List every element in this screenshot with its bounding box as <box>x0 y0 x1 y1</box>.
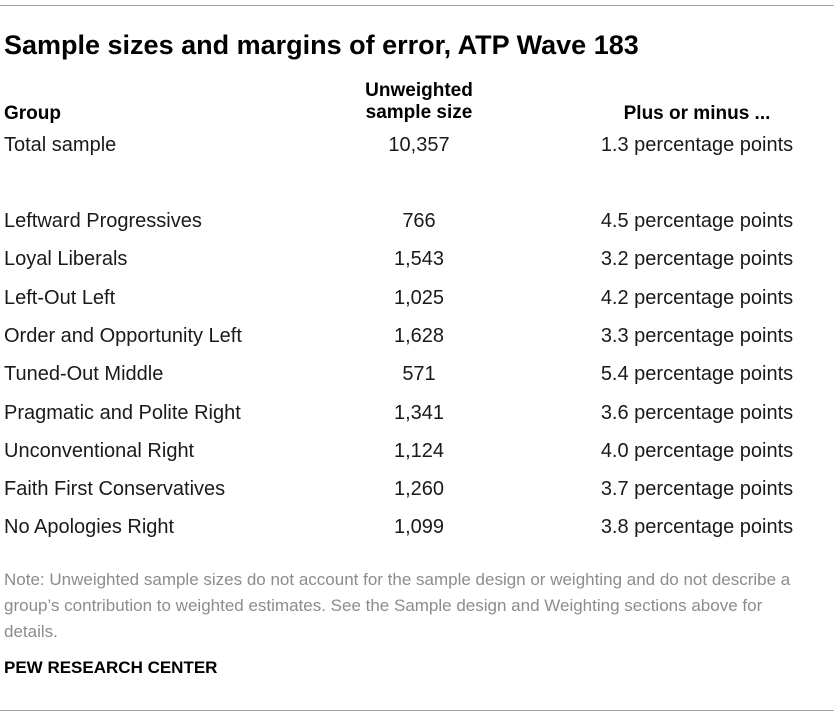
row-sample-size: 1,341 <box>393 402 445 424</box>
row-sample-size: 1,099 <box>393 516 445 538</box>
table-row: Loyal Liberals 1,543 3.2 percentage poin… <box>0 248 840 276</box>
row-margin-of-error: 3.3 percentage points <box>600 325 794 347</box>
row-margin-of-error: 3.8 percentage points <box>600 516 794 538</box>
source-label: PEW RESEARCH CENTER <box>4 658 218 677</box>
row-sample-size: 1,628 <box>393 325 445 347</box>
row-margin-of-error: 3.2 percentage points <box>600 248 794 270</box>
row-margin-of-error: 3.7 percentage points <box>600 478 794 500</box>
row-margin-of-error: 4.0 percentage points <box>600 440 794 462</box>
page-title: Sample sizes and margins of error, ATP W… <box>4 30 639 60</box>
column-header-group: Group <box>4 103 61 124</box>
row-group-label: Tuned-Out Middle <box>4 363 164 385</box>
row-sample-size: 10,357 <box>388 134 450 156</box>
row-sample-size: 571 <box>402 363 436 385</box>
row-sample-size: 1,260 <box>393 478 445 500</box>
table-row: Order and Opportunity Left 1,628 3.3 per… <box>0 325 840 353</box>
row-sample-size: 1,543 <box>393 248 445 270</box>
column-header-sample-size-line1: Unweighted <box>365 80 473 101</box>
row-group-label: Order and Opportunity Left <box>4 325 242 347</box>
table-row-total-sample: Total sample 10,357 1.3 percentage point… <box>0 134 840 162</box>
row-margin-of-error: 5.4 percentage points <box>600 363 794 385</box>
row-margin-of-error: 4.5 percentage points <box>600 210 794 232</box>
table-row: Leftward Progressives 766 4.5 percentage… <box>0 210 840 238</box>
row-group-label: Unconventional Right <box>4 440 195 462</box>
row-group-label: Leftward Progressives <box>4 210 202 232</box>
table-row: Faith First Conservatives 1,260 3.7 perc… <box>0 478 840 506</box>
table-note: Note: Unweighted sample sizes do not acc… <box>4 570 791 641</box>
table-row: No Apologies Right 1,099 3.8 percentage … <box>0 516 840 544</box>
column-header-sample-size-line2: sample size <box>365 102 473 123</box>
row-group-label: Pragmatic and Polite Right <box>4 402 241 424</box>
row-margin-of-error: 1.3 percentage points <box>600 134 794 156</box>
row-sample-size: 1,025 <box>393 287 445 309</box>
table-row: Left-Out Left 1,025 4.2 percentage point… <box>0 287 840 315</box>
row-sample-size: 1,124 <box>393 440 445 462</box>
table-row: Unconventional Right 1,124 4.0 percentag… <box>0 440 840 468</box>
row-group-label: Total sample <box>4 134 117 156</box>
column-header-sample-size: Unweighted sample size <box>340 80 498 124</box>
column-header-margin-of-error: Plus or minus ... <box>623 103 771 124</box>
bottom-rule <box>0 710 834 711</box>
row-group-label: Left-Out Left <box>4 287 116 309</box>
row-margin-of-error: 3.6 percentage points <box>600 402 794 424</box>
row-group-label: No Apologies Right <box>4 516 175 538</box>
row-group-label: Loyal Liberals <box>4 248 128 270</box>
row-margin-of-error: 4.2 percentage points <box>600 287 794 309</box>
row-sample-size: 766 <box>402 210 436 232</box>
table-row: Pragmatic and Polite Right 1,341 3.6 per… <box>0 402 840 430</box>
top-rule <box>0 5 834 6</box>
table-row: Tuned-Out Middle 571 5.4 percentage poin… <box>0 363 840 391</box>
row-group-label: Faith First Conservatives <box>4 478 226 500</box>
